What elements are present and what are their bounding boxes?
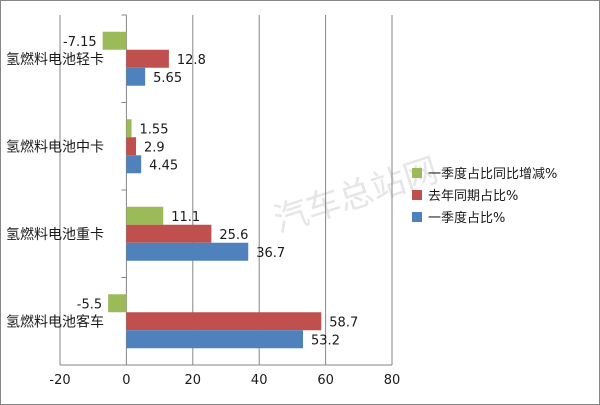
data-label: -5.5 (77, 297, 102, 312)
x-tick-label: 20 (185, 373, 202, 388)
legend-label: 一季度占比同比增减% (428, 166, 557, 182)
x-tick-label: 40 (251, 373, 268, 388)
category-label: 氢燃料电池轻卡 (6, 51, 104, 68)
x-tick-label: 0 (122, 373, 130, 388)
category-label: 氢燃料电池重卡 (6, 226, 104, 243)
data-label: -7.15 (63, 35, 97, 50)
legend-label: 去年同期占比% (428, 189, 518, 204)
bar-1-1 (102, 31, 127, 50)
data-label: 25.6 (219, 228, 248, 243)
bar-1-3 (126, 206, 164, 225)
legend-swatch-3 (412, 212, 422, 222)
legend-label: 一季度占比% (428, 210, 505, 226)
data-label: 4.45 (149, 158, 178, 173)
data-label: 2.9 (144, 140, 165, 155)
bar-3-1 (126, 67, 146, 86)
bar-2-1 (126, 49, 169, 68)
bar-2-4 (126, 312, 322, 331)
x-tick-label: 80 (384, 373, 401, 388)
bar-3-2 (126, 155, 142, 174)
bar-2-3 (126, 224, 212, 243)
x-tick-label: 60 (317, 373, 334, 388)
x-axis-ticks: -20 0 20 40 60 80 (49, 373, 400, 388)
bar-3-4 (126, 330, 304, 349)
category-label: 氢燃料电池中卡 (6, 138, 104, 155)
bar-2-2 (126, 137, 137, 156)
legend: 一季度占比同比增减% 去年同期占比% 一季度占比% (412, 166, 557, 226)
bar-1-4 (108, 294, 127, 313)
data-label: 11.1 (171, 210, 200, 225)
bar-3-3 (126, 242, 249, 261)
bars (102, 31, 322, 349)
data-label: 58.7 (329, 315, 358, 330)
data-label: 36.7 (256, 246, 285, 261)
category-label: 氢燃料电池客车 (6, 313, 104, 330)
data-labels: -7.15 12.8 5.65 1.55 2.9 4.45 11.1 25.6 36.7 -5.5… (63, 35, 358, 349)
data-label: 5.65 (153, 71, 182, 86)
bar-1-2 (126, 119, 132, 138)
x-tick-label: -20 (49, 373, 70, 388)
data-label: 53.2 (311, 333, 340, 348)
data-label: 12.8 (177, 53, 206, 68)
legend-swatch-2 (412, 190, 422, 200)
data-label: 1.55 (140, 122, 169, 137)
legend-swatch-1 (412, 168, 422, 178)
